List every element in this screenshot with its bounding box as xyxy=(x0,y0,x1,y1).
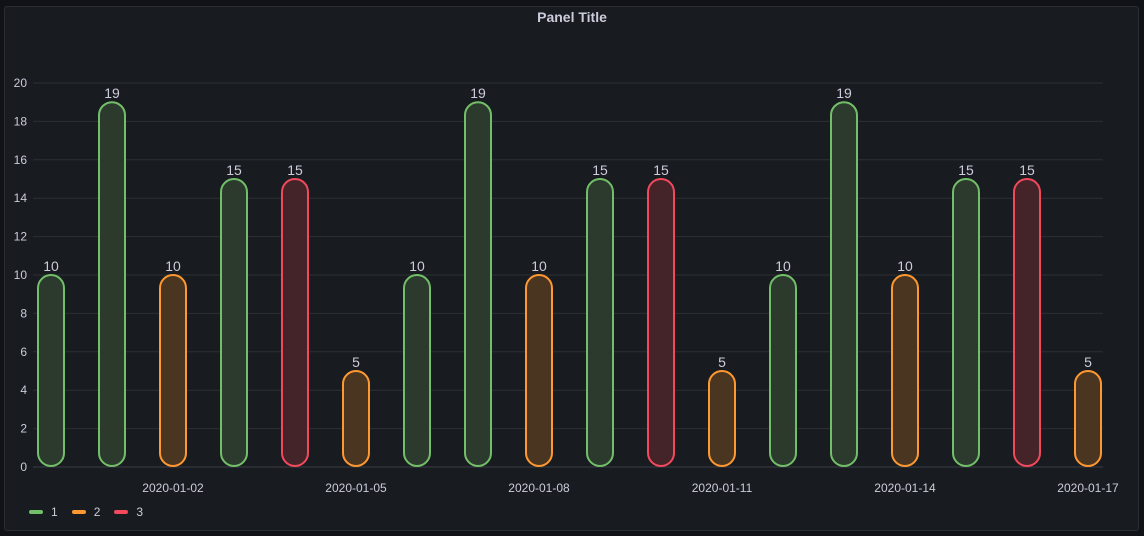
data-label: 10 xyxy=(409,258,425,274)
x-tick-label: 2020-01-08 xyxy=(508,481,570,495)
data-label: 19 xyxy=(836,85,852,101)
x-tick-label: 2020-01-02 xyxy=(142,481,204,495)
bar xyxy=(830,101,858,467)
data-label: 15 xyxy=(592,162,608,178)
data-label: 10 xyxy=(531,258,547,274)
x-tick-label: 2020-01-11 xyxy=(692,481,753,495)
bar xyxy=(159,274,187,467)
bar xyxy=(403,274,431,467)
bar xyxy=(708,370,736,467)
bar xyxy=(1074,370,1102,467)
data-label: 5 xyxy=(1084,354,1092,370)
data-label: 10 xyxy=(775,258,791,274)
y-tick-label: 20 xyxy=(14,76,28,90)
y-tick-label: 0 xyxy=(20,460,27,474)
y-tick-label: 18 xyxy=(14,114,28,128)
legend-item[interactable]: 3 xyxy=(114,505,143,519)
legend-label: 3 xyxy=(136,505,144,519)
bar xyxy=(220,178,248,467)
data-label: 5 xyxy=(352,354,360,370)
bar xyxy=(342,370,370,467)
data-label: 15 xyxy=(958,162,974,178)
data-label: 19 xyxy=(104,85,120,101)
y-tick-label: 14 xyxy=(14,191,28,205)
y-tick-label: 10 xyxy=(14,268,28,282)
y-tick-label: 8 xyxy=(20,306,27,320)
data-label: 5 xyxy=(718,354,726,370)
legend-item[interactable]: 1 xyxy=(29,505,58,519)
bar xyxy=(281,178,309,467)
bar xyxy=(647,178,675,467)
bar xyxy=(1013,178,1041,467)
legend: 1 2 3 xyxy=(29,505,143,519)
legend-item[interactable]: 2 xyxy=(71,505,101,519)
y-tick-label: 16 xyxy=(14,153,28,167)
y-tick-label: 4 xyxy=(20,383,27,397)
bar xyxy=(98,101,126,467)
data-label: 10 xyxy=(43,258,59,274)
data-label: 10 xyxy=(897,258,913,274)
x-tick-label: 2020-01-17 xyxy=(1057,481,1119,495)
bar xyxy=(525,274,553,467)
legend-label: 1 xyxy=(51,505,58,519)
bar xyxy=(891,274,919,467)
x-tick-label: 2020-01-05 xyxy=(325,481,387,495)
data-label: 19 xyxy=(470,85,486,101)
panel-title[interactable]: Panel Title xyxy=(537,9,607,25)
panel xyxy=(4,6,1139,531)
y-tick-label: 2 xyxy=(20,422,27,436)
data-label: 10 xyxy=(165,258,181,274)
bar xyxy=(769,274,797,467)
x-tick-label: 2020-01-14 xyxy=(874,481,936,495)
data-label: 15 xyxy=(653,162,669,178)
bar xyxy=(586,178,614,467)
y-tick-label: 6 xyxy=(20,345,27,359)
data-label: 15 xyxy=(226,162,242,178)
bar xyxy=(37,274,65,467)
legend-label: 2 xyxy=(93,505,101,519)
data-label: 15 xyxy=(1019,162,1035,178)
y-tick-label: 12 xyxy=(14,230,28,244)
legend-swatch xyxy=(114,510,129,514)
bar xyxy=(464,101,492,467)
bar xyxy=(952,178,980,467)
legend-swatch xyxy=(29,510,43,514)
legend-swatch xyxy=(71,510,86,514)
data-label: 15 xyxy=(287,162,303,178)
